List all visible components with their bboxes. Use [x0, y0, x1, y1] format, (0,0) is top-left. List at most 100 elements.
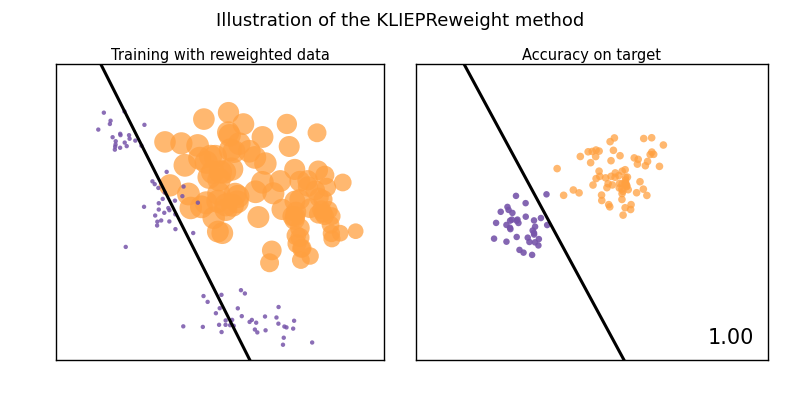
Point [216, 230, 229, 236]
Point [528, 231, 541, 238]
Text: Illustration of the KLIEPReweight method: Illustration of the KLIEPReweight method [216, 12, 584, 30]
Point [280, 324, 293, 331]
Point [114, 132, 127, 138]
Point [506, 210, 519, 216]
Point [532, 242, 545, 249]
Point [617, 212, 630, 218]
Point [302, 183, 314, 190]
Title: Training with reweighted data: Training with reweighted data [110, 48, 330, 63]
Point [197, 293, 210, 299]
Point [519, 214, 532, 220]
Point [517, 250, 530, 256]
Point [156, 196, 169, 202]
Point [119, 244, 132, 250]
Point [146, 178, 159, 184]
Point [252, 214, 265, 220]
Point [533, 236, 546, 242]
Point [601, 184, 614, 191]
Point [625, 202, 638, 208]
Point [312, 211, 325, 217]
Point [288, 166, 301, 173]
Point [290, 240, 303, 247]
Point [320, 184, 333, 190]
Point [315, 207, 328, 213]
Point [158, 189, 171, 196]
Point [294, 196, 306, 202]
Point [138, 122, 151, 128]
Point [106, 134, 119, 140]
Point [200, 159, 213, 165]
Point [104, 118, 117, 124]
Point [586, 182, 599, 188]
Point [503, 224, 516, 231]
Point [605, 158, 618, 164]
Point [644, 151, 657, 158]
Point [350, 228, 362, 234]
Point [318, 172, 331, 178]
Point [176, 193, 189, 199]
Point [506, 216, 518, 223]
Point [595, 192, 608, 198]
Point [123, 136, 136, 142]
Point [152, 200, 165, 206]
Point [304, 205, 317, 212]
Point [646, 149, 658, 155]
Point [219, 202, 232, 208]
Point [224, 147, 237, 153]
Point [488, 236, 501, 242]
Point [534, 215, 547, 221]
Point [238, 290, 251, 297]
Point [118, 108, 131, 115]
Point [511, 216, 524, 223]
Point [550, 165, 563, 172]
Point [504, 218, 517, 224]
Point [602, 202, 615, 208]
Point [289, 213, 302, 220]
Point [120, 143, 133, 149]
Point [541, 222, 554, 228]
Point [634, 178, 646, 185]
Point [249, 326, 262, 333]
Point [267, 190, 280, 196]
Point [243, 148, 256, 154]
Point [630, 190, 643, 196]
Point [593, 148, 606, 154]
Point [599, 175, 612, 181]
Point [613, 185, 626, 191]
Point [296, 245, 309, 251]
Point [234, 287, 247, 293]
Point [202, 174, 215, 180]
Point [235, 313, 248, 319]
Point [191, 142, 204, 149]
Point [590, 176, 602, 182]
Point [289, 198, 302, 204]
Point [621, 183, 634, 189]
Point [243, 319, 256, 325]
Point [103, 121, 116, 127]
Point [620, 181, 633, 188]
Point [109, 144, 122, 150]
Point [281, 121, 294, 127]
Point [609, 174, 622, 180]
Point [294, 225, 306, 231]
Point [276, 206, 289, 212]
Point [213, 322, 226, 328]
Point [158, 139, 171, 145]
Point [195, 204, 208, 210]
Point [223, 132, 236, 138]
Point [98, 110, 110, 116]
Point [258, 313, 271, 320]
Point [510, 234, 523, 240]
Point [582, 148, 594, 155]
Point [210, 310, 222, 316]
Point [263, 260, 276, 266]
Point [619, 179, 632, 186]
Point [169, 226, 182, 232]
Point [237, 121, 250, 127]
Point [617, 188, 630, 194]
Point [246, 317, 258, 323]
Point [512, 220, 525, 226]
Point [283, 143, 296, 150]
Point [621, 174, 634, 180]
Point [622, 186, 634, 193]
